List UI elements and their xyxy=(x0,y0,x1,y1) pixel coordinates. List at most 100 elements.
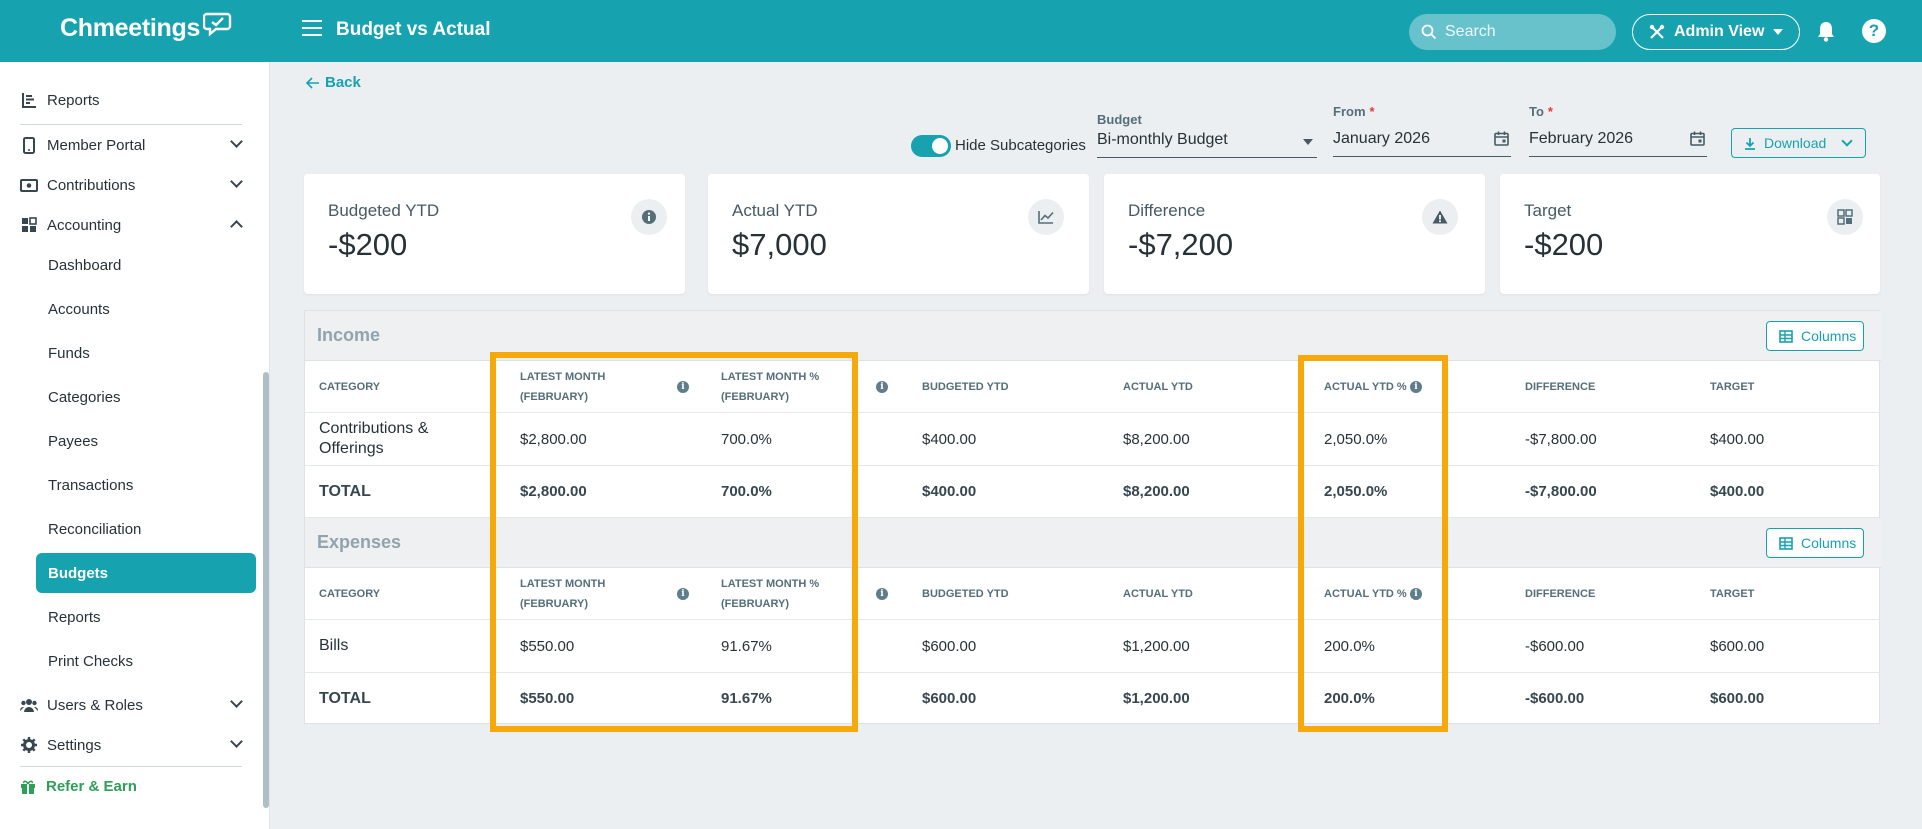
chevron-down-icon xyxy=(230,735,243,748)
sidebar-divider xyxy=(20,124,242,125)
header-category[interactable]: CATEGORY xyxy=(319,380,381,393)
chevron-down-icon xyxy=(230,175,243,188)
sidebar-item-settings[interactable]: Settings xyxy=(0,727,250,763)
header-difference[interactable]: DIFFERENCE xyxy=(1525,380,1596,393)
chevron-down-icon xyxy=(1303,139,1313,145)
sidebar-item-accounting[interactable]: Accounting xyxy=(0,207,250,243)
refer-and-earn-link[interactable]: Refer & Earn xyxy=(20,778,137,795)
header-budgeted-ytd[interactable]: BUDGETED YTD xyxy=(922,380,1009,393)
qr-grid-icon[interactable] xyxy=(1827,199,1863,235)
help-icon[interactable]: ? xyxy=(1862,19,1886,43)
header-latest-month-pct[interactable]: LATEST MONTH % (FEBRUARY) xyxy=(721,370,820,403)
sidebar-item-member-portal[interactable]: Member Portal xyxy=(0,127,250,163)
card-title: Difference xyxy=(1128,201,1206,220)
header-latest-month-pct[interactable]: LATEST MONTH % (FEBRUARY) xyxy=(721,577,820,610)
cell-budgeted-ytd: $600.00 xyxy=(922,637,977,655)
line-chart-icon[interactable] xyxy=(1028,199,1064,235)
columns-button[interactable]: Columns xyxy=(1766,528,1864,558)
header-latest-month[interactable]: LATEST MONTH (FEBRUARY) xyxy=(520,370,606,403)
sidebar-sub-accounts[interactable]: Accounts xyxy=(48,300,110,318)
chevron-down-icon xyxy=(1773,29,1784,35)
card-value: -$7,200 xyxy=(1128,227,1234,262)
cell-actual-ytd: $1,200.00 xyxy=(1123,690,1190,707)
budget-label: Budget xyxy=(1097,112,1142,127)
download-button[interactable]: Download xyxy=(1731,128,1866,158)
required-mark: * xyxy=(1369,104,1375,119)
sidebar-item-users-roles[interactable]: Users & Roles xyxy=(0,687,250,723)
sidebar-sub-categories[interactable]: Categories xyxy=(48,388,121,406)
info-icon[interactable]: i xyxy=(677,381,689,393)
sidebar-scrollbar[interactable] xyxy=(263,372,269,808)
menu-icon[interactable] xyxy=(302,20,322,36)
sidebar-sub-print-checks[interactable]: Print Checks xyxy=(48,652,134,670)
table-total-row: TOTAL $2,800.00 700.0% $400.00 $8,200.00… xyxy=(305,466,1881,518)
columns-button[interactable]: Columns xyxy=(1766,321,1864,351)
budget-value: Bi-monthly Budget xyxy=(1097,131,1317,158)
sidebar-sub-reports[interactable]: Reports xyxy=(48,608,101,626)
cell-actual-ytd-pct: 2,050.0% xyxy=(1324,483,1388,500)
sidebar-item-reports[interactable]: Reports xyxy=(0,82,250,118)
cell-actual-ytd-pct: 200.0% xyxy=(1324,690,1375,707)
sidebar-item-label: Users & Roles xyxy=(47,696,143,714)
sidebar-sub-transactions[interactable]: Transactions xyxy=(48,476,134,494)
header-target[interactable]: TARGET xyxy=(1710,587,1755,600)
gift-icon xyxy=(21,779,35,794)
back-link[interactable]: Back xyxy=(306,74,361,91)
tools-icon xyxy=(1649,24,1665,39)
header-actual-ytd[interactable]: ACTUAL YTD xyxy=(1123,380,1193,393)
info-icon[interactable]: i xyxy=(876,588,888,600)
header-actual-ytd-pct[interactable]: ACTUAL YTD % xyxy=(1324,587,1407,600)
grid-icon xyxy=(20,216,38,234)
budget-select[interactable]: Budget Bi-monthly Budget xyxy=(1097,112,1317,158)
search-input[interactable] xyxy=(1445,23,1605,41)
header-difference[interactable]: DIFFERENCE xyxy=(1525,587,1596,600)
logo-text: Chmeetings xyxy=(60,14,201,42)
header-latest-month[interactable]: LATEST MONTH (FEBRUARY) xyxy=(520,577,606,610)
required-mark: * xyxy=(1547,104,1553,119)
logo[interactable]: Chmeetings xyxy=(60,12,233,43)
sidebar-item-label: Contributions xyxy=(47,176,136,194)
header-category[interactable]: CATEGORY xyxy=(319,587,381,600)
sidebar-sub-payees[interactable]: Payees xyxy=(48,432,99,450)
hide-subcategories-label: Hide Subcategories xyxy=(955,137,1086,154)
sidebar-sub-dashboard[interactable]: Dashboard xyxy=(48,256,122,274)
info-icon[interactable]: i xyxy=(677,588,689,600)
from-value: January 2026 xyxy=(1333,130,1511,157)
sidebar-item-contributions[interactable]: Contributions xyxy=(0,167,250,203)
card-target: Target -$200 xyxy=(1500,174,1880,294)
warning-icon[interactable] xyxy=(1422,199,1458,235)
hide-subcategories-toggle[interactable] xyxy=(911,135,951,157)
info-icon[interactable]: i xyxy=(1410,588,1422,600)
sidebar-sub-funds[interactable]: Funds xyxy=(48,344,90,362)
sidebar-item-label: Member Portal xyxy=(47,136,146,154)
cell-category: TOTAL xyxy=(319,689,371,707)
cell-difference: -$600.00 xyxy=(1525,637,1585,655)
users-icon xyxy=(20,696,38,714)
admin-view-button[interactable]: Admin View xyxy=(1632,14,1800,50)
arrow-left-icon xyxy=(306,76,319,89)
to-date-field[interactable]: To * February 2026 xyxy=(1529,104,1707,157)
header-actual-ytd[interactable]: ACTUAL YTD xyxy=(1123,587,1193,600)
from-date-field[interactable]: From * January 2026 xyxy=(1333,104,1511,157)
info-icon[interactable]: i xyxy=(1410,381,1422,393)
header-budgeted-ytd[interactable]: BUDGETED YTD xyxy=(922,587,1009,600)
bell-icon[interactable] xyxy=(1816,20,1836,42)
sidebar-sub-reconciliation[interactable]: Reconciliation xyxy=(48,520,142,538)
calendar-icon[interactable] xyxy=(1690,131,1705,146)
chevron-up-icon xyxy=(230,220,243,233)
info-icon[interactable]: i xyxy=(876,381,888,393)
chevron-down-icon xyxy=(1841,135,1853,147)
sidebar-sub-budgets[interactable]: Budgets xyxy=(36,553,256,593)
cell-latest-month-pct: 91.67% xyxy=(721,690,772,707)
search-box[interactable] xyxy=(1409,14,1616,50)
calendar-icon[interactable] xyxy=(1494,131,1509,146)
header-actual-ytd-pct[interactable]: ACTUAL YTD % xyxy=(1324,380,1407,393)
header-target[interactable]: TARGET xyxy=(1710,380,1755,393)
card-budgeted-ytd: Budgeted YTD -$200 xyxy=(304,174,685,294)
columns-label: Columns xyxy=(1801,328,1857,344)
back-label: Back xyxy=(325,74,361,91)
from-label: From xyxy=(1333,104,1366,119)
info-icon[interactable] xyxy=(631,199,667,235)
table-total-row: TOTAL $550.00 91.67% $600.00 $1,200.00 2… xyxy=(305,673,1881,724)
sidebar-item-label: Accounting xyxy=(47,216,122,234)
